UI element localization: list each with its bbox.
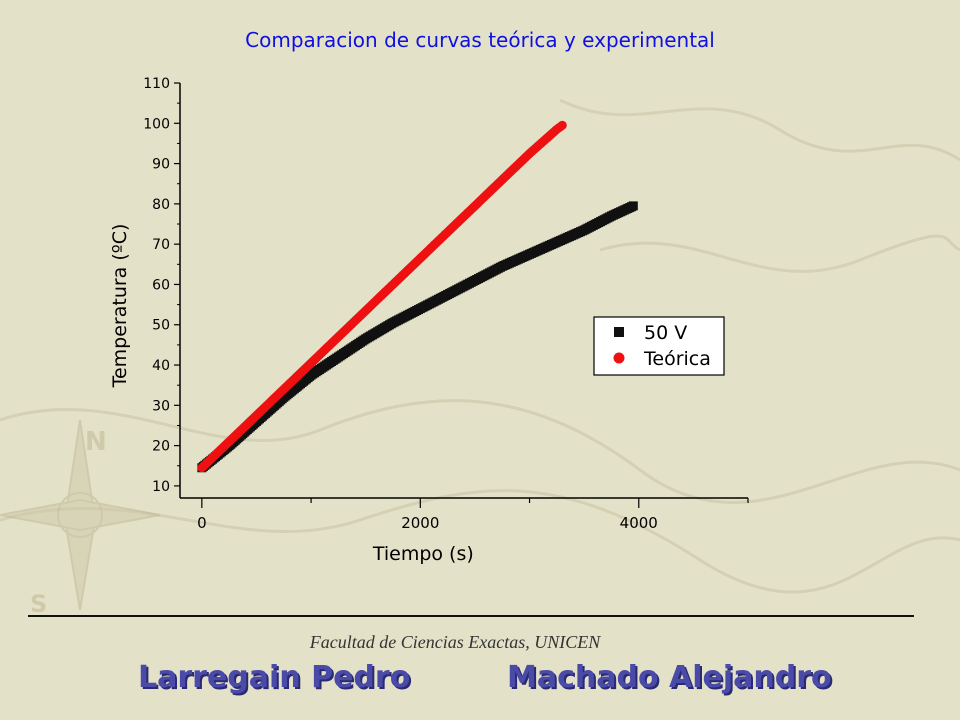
y-tick-label: 30	[152, 398, 170, 414]
compass-n-letter: N	[85, 427, 107, 457]
series-theoretical	[197, 120, 567, 473]
y-tick-label: 100	[143, 116, 170, 132]
legend-box	[593, 316, 725, 376]
x-axis-label: Tiempo (s)	[372, 543, 474, 565]
y-tick-label: 70	[152, 237, 170, 253]
footer-divider	[28, 615, 914, 617]
y-axis-label: Temperatura (ºC)	[109, 224, 131, 389]
y-tick-label: 50	[152, 318, 170, 334]
slide-title: Comparacion de curvas teórica y experime…	[245, 28, 715, 52]
y-tick-label: 60	[152, 277, 170, 293]
y-tick-label: 90	[152, 157, 170, 173]
x-tick-label: 0	[197, 514, 207, 532]
x-tick-label: 2000	[401, 514, 439, 532]
series-experimental	[197, 201, 638, 473]
data-point	[628, 201, 638, 211]
y-tick-label: 80	[152, 197, 170, 213]
author-1: Larregain Pedro	[138, 660, 411, 695]
compass-s-letter: S	[30, 590, 47, 618]
legend-label: Teórica	[643, 348, 711, 370]
y-tick-label: 10	[152, 479, 170, 495]
institution-text: Facultad de Ciencias Exactas, UNICEN	[309, 632, 601, 652]
compass-rose-icon	[0, 419, 161, 611]
y-tick-label: 20	[152, 439, 170, 455]
legend-marker-square	[614, 327, 624, 337]
author-2: Machado Alejandro	[507, 660, 832, 695]
data-point	[557, 120, 567, 130]
x-tick-label: 4000	[620, 514, 658, 532]
legend-marker-circle	[613, 352, 625, 364]
y-tick-label: 110	[143, 76, 170, 92]
legend-label: 50 V	[644, 322, 687, 344]
y-tick-label: 40	[152, 358, 170, 374]
